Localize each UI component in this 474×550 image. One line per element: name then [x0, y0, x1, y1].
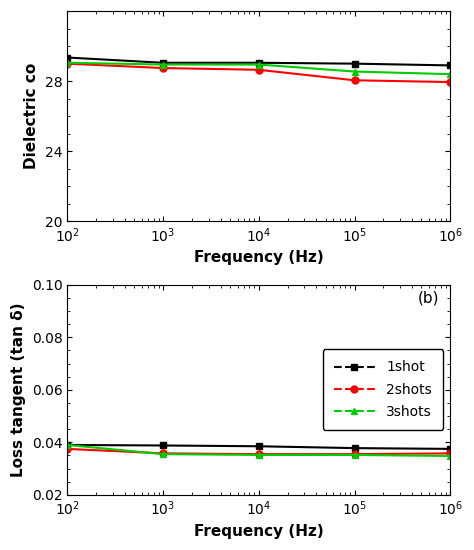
- X-axis label: Frequency (Hz): Frequency (Hz): [194, 250, 324, 265]
- Y-axis label: Loss tangent (tan δ): Loss tangent (tan δ): [11, 302, 26, 477]
- 3shots: [256, 452, 262, 458]
- Legend: 1shot, 2shots, 3shots: 1shot, 2shots, 3shots: [322, 349, 443, 430]
- 2shots: [352, 451, 357, 458]
- Y-axis label: Dielectric co: Dielectric co: [24, 63, 39, 169]
- 1shot: [352, 445, 357, 452]
- X-axis label: Frequency (Hz): Frequency (Hz): [194, 524, 324, 539]
- 1shot: [256, 443, 262, 449]
- 1shot: [160, 442, 166, 449]
- 2shots: [64, 446, 70, 452]
- 3shots: [352, 452, 357, 458]
- 2shots: [447, 450, 453, 456]
- 3shots: [447, 453, 453, 459]
- Line: 3shots: 3shots: [64, 442, 454, 459]
- 3shots: [160, 451, 166, 458]
- 1shot: [447, 446, 453, 452]
- Line: 2shots: 2shots: [64, 446, 454, 458]
- 2shots: [160, 450, 166, 456]
- Text: (b): (b): [417, 291, 439, 306]
- Line: 1shot: 1shot: [64, 442, 454, 452]
- 2shots: [256, 451, 262, 458]
- 1shot: [64, 442, 70, 448]
- 3shots: [64, 442, 70, 448]
